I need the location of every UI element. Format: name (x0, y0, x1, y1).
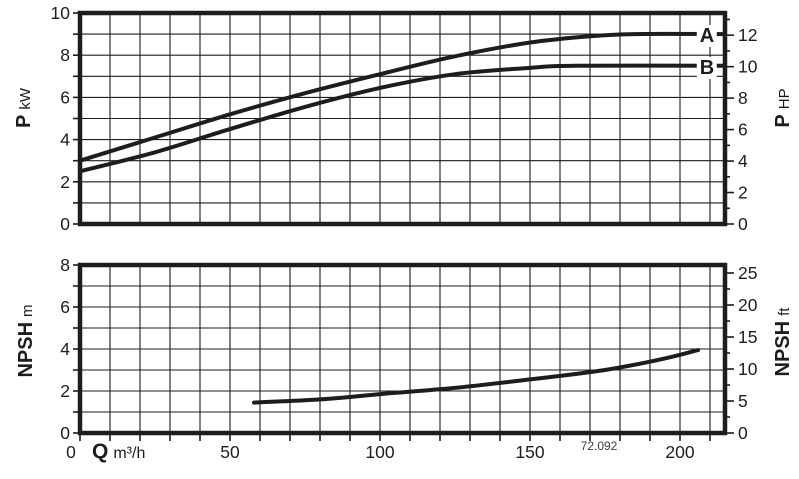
right-tick-label: 10 (738, 57, 758, 77)
right-tick-label: 2 (738, 183, 748, 203)
left-tick-label: 2 (60, 381, 70, 401)
flow-tick-label: 100 (365, 442, 394, 462)
right-tick-label: 25 (738, 263, 757, 283)
left-tick-label: 2 (60, 172, 70, 192)
npsh-unit-m: m (19, 304, 36, 317)
right-tick-label: 0 (738, 214, 748, 234)
flow-tick-label: 0 (66, 442, 76, 462)
curve-B (78, 63, 727, 174)
flow-symbol: Q (92, 440, 109, 463)
right-tick-label: 6 (738, 120, 748, 140)
left-tick-label: 6 (60, 297, 70, 317)
left-tick-label: 4 (60, 339, 70, 359)
curve-label-a: A (696, 25, 718, 47)
right-tick-label: 8 (738, 88, 748, 108)
right-tick-label: 0 (738, 423, 748, 443)
power-right-axis-title: P HP (772, 88, 794, 128)
left-tick-label: 8 (60, 255, 70, 275)
npsh-unit-ft: ft (776, 307, 793, 316)
right-tick-label: 10 (738, 359, 758, 379)
left-tick-label: 0 (60, 423, 70, 443)
power-symbol: P (13, 114, 35, 129)
right-tick-label: 5 (738, 391, 748, 411)
right-tick-label: 15 (738, 327, 757, 347)
left-tick-label: 4 (60, 130, 70, 150)
curve-label-b: B (696, 57, 718, 79)
power-symbol-hp: P (772, 114, 794, 128)
left-tick-label: 8 (60, 45, 70, 65)
npsh-symbol-ft: NPSH (772, 320, 794, 377)
npsh-symbol: NPSH (15, 321, 37, 378)
power-unit-kw: kW (17, 87, 34, 110)
right-tick-label: 12 (738, 25, 757, 45)
npsh-left-axis-title: NPSH m (15, 304, 37, 378)
flow-tick-label: 150 (515, 442, 544, 462)
figure-code: 72.092 (580, 439, 618, 453)
curve-A (78, 31, 727, 163)
left-tick-label: 6 (60, 87, 70, 107)
left-tick-label: 10 (51, 3, 71, 23)
power-left-axis-title: PkW (13, 87, 35, 129)
right-tick-label: 20 (738, 295, 758, 315)
flow-tick-label: 50 (220, 442, 240, 462)
left-tick-label: 0 (60, 214, 70, 234)
npsh-right-axis-title: NPSH ft (772, 307, 794, 377)
power-unit-hp: HP (776, 88, 793, 110)
right-tick-label: 4 (738, 151, 748, 171)
curve-NPSH (252, 348, 700, 405)
flow-unit: m³/h (113, 445, 146, 462)
flow-tick-label: 200 (665, 442, 694, 462)
